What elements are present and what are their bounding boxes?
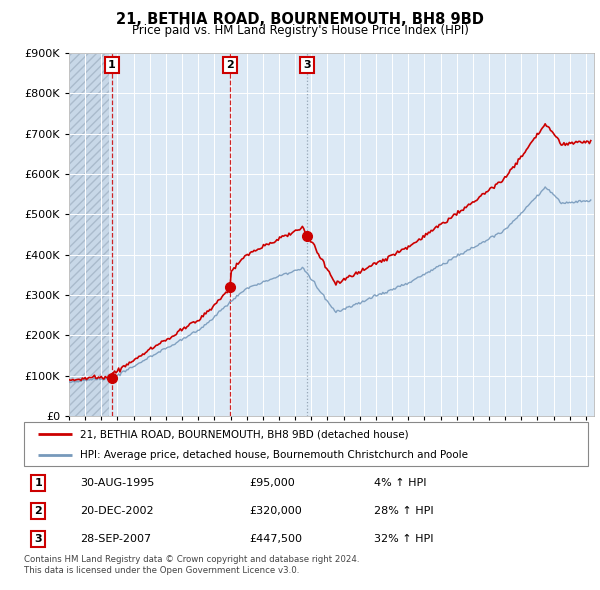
Text: 1: 1	[108, 60, 116, 70]
Text: 21, BETHIA ROAD, BOURNEMOUTH, BH8 9BD (detached house): 21, BETHIA ROAD, BOURNEMOUTH, BH8 9BD (d…	[80, 430, 409, 439]
Text: 21, BETHIA ROAD, BOURNEMOUTH, BH8 9BD: 21, BETHIA ROAD, BOURNEMOUTH, BH8 9BD	[116, 12, 484, 27]
Text: 4% ↑ HPI: 4% ↑ HPI	[374, 478, 426, 489]
Bar	[69, 53, 109, 416]
Text: HPI: Average price, detached house, Bournemouth Christchurch and Poole: HPI: Average price, detached house, Bour…	[80, 450, 469, 460]
Text: 28-SEP-2007: 28-SEP-2007	[80, 533, 152, 543]
Text: £447,500: £447,500	[250, 533, 302, 543]
Text: £95,000: £95,000	[250, 478, 295, 489]
Text: Contains HM Land Registry data © Crown copyright and database right 2024.: Contains HM Land Registry data © Crown c…	[24, 555, 359, 563]
Text: 1: 1	[34, 478, 42, 489]
Text: £320,000: £320,000	[250, 506, 302, 516]
Text: This data is licensed under the Open Government Licence v3.0.: This data is licensed under the Open Gov…	[24, 566, 299, 575]
Text: 3: 3	[303, 60, 311, 70]
Text: 28% ↑ HPI: 28% ↑ HPI	[374, 506, 433, 516]
Text: 2: 2	[226, 60, 234, 70]
Text: 30-AUG-1995: 30-AUG-1995	[80, 478, 155, 489]
Text: 3: 3	[34, 533, 42, 543]
Text: 2: 2	[34, 506, 42, 516]
Text: 20-DEC-2002: 20-DEC-2002	[80, 506, 154, 516]
Text: 32% ↑ HPI: 32% ↑ HPI	[374, 533, 433, 543]
Text: Price paid vs. HM Land Registry's House Price Index (HPI): Price paid vs. HM Land Registry's House …	[131, 24, 469, 37]
